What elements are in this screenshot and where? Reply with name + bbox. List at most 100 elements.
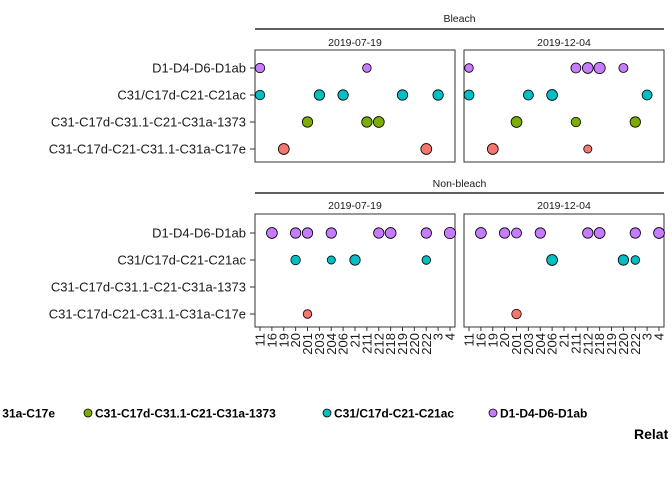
x-tick-label: 21: [557, 333, 572, 347]
data-point: [302, 309, 313, 319]
data-point: [534, 227, 546, 239]
data-point: [629, 116, 641, 128]
data-point: [326, 255, 336, 265]
x-tick-label: 211: [568, 333, 583, 354]
data-point: [301, 116, 314, 128]
facet-col-strip: 2019-12-04: [537, 37, 591, 49]
x-tick-label: 20: [497, 333, 512, 347]
data-point: [546, 254, 558, 266]
x-tick-label: 222: [419, 333, 434, 355]
data-point: [486, 143, 499, 155]
y-tick-label: D1-D4-D6-D1ab: [152, 226, 246, 241]
x-tick-label: 204: [533, 333, 548, 355]
legend-label: C31/C17d-C21-C21ac: [334, 407, 454, 421]
data-point: [325, 227, 337, 239]
x-tick-label: 21: [348, 333, 363, 347]
x-tick-label: 4: [652, 333, 667, 340]
data-point: [254, 89, 266, 101]
data-point: [313, 89, 325, 101]
x-axis-title: Relat: [634, 426, 669, 442]
x-tick-label: 222: [628, 333, 643, 355]
data-point: [498, 227, 511, 239]
x-tick-label: 19: [276, 333, 291, 347]
facet-layer: Bleach 2019-07-19 2019-12-04 D1-D4-D6-D1ab C…: [49, 13, 667, 355]
x-tick-label: 212: [580, 333, 595, 355]
data-point: [570, 62, 582, 74]
x-tick-label: 3: [431, 333, 446, 340]
y-tick-label: D1-D4-D6-D1ab: [152, 61, 246, 76]
data-point: [463, 89, 475, 101]
x-tick-label: 220: [407, 333, 422, 355]
x-tick-label: 211: [359, 333, 374, 354]
data-point: [373, 227, 385, 239]
data-point: [653, 227, 665, 239]
panel-border: [254, 49, 456, 163]
y-tick-label: C31-C17d-C31.1-C21-C31a-1373: [51, 280, 246, 295]
x-tick-label: 201: [300, 333, 315, 355]
x-tick-label: 20: [288, 333, 303, 347]
facet-row-strip-2: Non-bleach: [433, 178, 487, 190]
data-point: [301, 227, 314, 239]
x-tick-label: 206: [545, 333, 560, 355]
legend-key: [488, 408, 498, 418]
x-tick-label: 220: [616, 333, 631, 355]
data-point: [290, 254, 301, 266]
facet-col-strip: 2019-12-04: [537, 200, 591, 212]
data-point: [420, 227, 432, 239]
data-point: [464, 63, 474, 73]
legend-label: C31-C17d-C31.1-C21-C31a-1373: [95, 407, 276, 421]
facet-col-strip: 2019-07-19: [328, 37, 382, 49]
x-tick-label: 19: [485, 333, 500, 347]
data-point: [630, 255, 641, 265]
data-point: [475, 227, 487, 239]
data-point: [254, 62, 266, 74]
data-point: [420, 143, 433, 155]
x-tick-label: 204: [324, 333, 339, 355]
data-point: [266, 227, 278, 239]
data-point: [618, 63, 629, 73]
y-tick-label: C31/C17d-C21-C21ac: [117, 253, 246, 268]
data-point: [546, 89, 558, 101]
x-tick-label: 218: [383, 333, 398, 355]
data-point: [337, 89, 349, 101]
y-tick-label: C31-C17d-C21-C31.1-C31a-C17e: [49, 307, 246, 322]
x-tick-label: 212: [371, 333, 386, 355]
facet-row-strip-1: Bleach: [443, 13, 475, 25]
x-tick-label: 203: [312, 333, 327, 355]
data-point: [570, 116, 582, 128]
legend-label: D1-D4-D6-D1ab: [500, 407, 587, 421]
x-tick-label: 16: [473, 333, 488, 347]
panel-border: [463, 49, 665, 163]
x-tick-label: 3: [640, 333, 655, 340]
data-point: [289, 227, 302, 239]
data-point: [593, 61, 606, 75]
x-tick-label: 11: [462, 333, 477, 347]
data-point: [361, 116, 373, 128]
legend-key: [322, 408, 332, 418]
data-point: [582, 227, 594, 239]
legend-label: 31a-C17e: [2, 407, 55, 421]
data-point: [583, 144, 593, 154]
data-point: [523, 89, 534, 101]
data-point: [593, 227, 606, 239]
data-point: [629, 227, 641, 239]
facet-col-strip: 2019-07-19: [328, 200, 382, 212]
data-point: [362, 63, 372, 73]
x-tick-label: 218: [592, 333, 607, 355]
y-tick-label: C31-C17d-C31.1-C21-C31a-1373: [51, 115, 246, 130]
data-point: [511, 308, 522, 320]
legend-key: [83, 408, 93, 418]
x-tick-label: 4: [443, 333, 458, 340]
x-tick-label: 219: [395, 333, 410, 355]
x-tick-label: 203: [521, 333, 536, 355]
data-point: [443, 226, 457, 240]
data-point: [372, 116, 385, 128]
y-tick-label: C31/C17d-C21-C21ac: [117, 88, 246, 103]
data-point: [421, 255, 432, 265]
y-tick-label: C31-C17d-C21-C31.1-C31a-C17e: [49, 142, 246, 157]
x-tick-label: 206: [336, 333, 351, 355]
data-point: [432, 89, 444, 101]
data-point: [617, 254, 630, 266]
data-point: [277, 143, 290, 155]
